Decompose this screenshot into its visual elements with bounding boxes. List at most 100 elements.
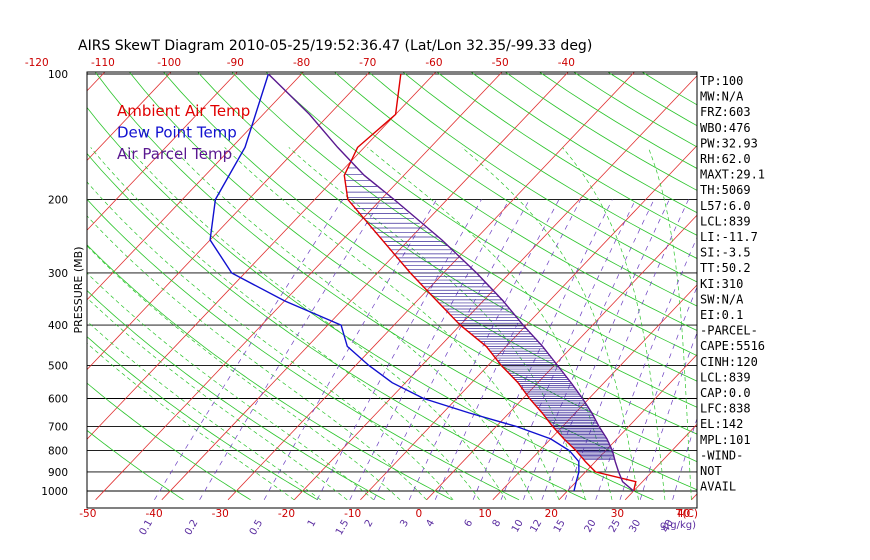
stat-item: TT:50.2 (700, 261, 751, 275)
moist-adiabat-line (562, 147, 666, 500)
stat-item: LFC:838 (700, 402, 751, 416)
isotherm-line (87, 72, 371, 371)
stat-item: NOT (700, 464, 722, 478)
mixing-ratio-tick-label: 4 (424, 518, 437, 529)
isotherm-line (293, 75, 697, 501)
mixing-ratio-line (408, 199, 560, 500)
plot-frame (86, 71, 698, 509)
stat-item: LI:-11.7 (700, 230, 758, 244)
stat-item: CINH:120 (700, 355, 758, 369)
bottom-temp-tick-label: 30 (611, 508, 624, 520)
isotherm-line (87, 72, 238, 231)
top-temp-tick-label: -60 (425, 57, 442, 69)
profiles (209, 73, 637, 492)
stat-item: EI:0.1 (700, 308, 743, 322)
moist-adiabat-line (224, 147, 560, 500)
mixing-ratio-line (263, 199, 437, 500)
mixing-ratio-line (472, 199, 613, 500)
bottom-temp-tick-label: 10 (478, 508, 491, 520)
isotherm-line (161, 72, 569, 501)
legend-entry: Air Parcel Temp (117, 145, 232, 163)
mixing-ratio-tick-label: 8 (491, 518, 504, 529)
moist-adiabat-line (87, 181, 454, 501)
stat-item: SW:N/A (700, 292, 744, 306)
top-temp-tick-label: -100 (157, 57, 181, 69)
moist-adiabat-line (87, 245, 401, 501)
top-temp-tick-label: -110 (91, 57, 115, 69)
isotherm-line (360, 144, 697, 501)
stat-item: TP:100 (700, 74, 743, 88)
pressure-tick-label: 500 (48, 360, 68, 372)
mixing-ratio-tick-label: 6 (463, 518, 476, 529)
moist-adiabat-line (90, 147, 480, 501)
stat-item: CAPE:5516 (700, 339, 765, 353)
dry-adiabat-line (265, 72, 697, 357)
bottom-temp-tick-label: 20 (545, 508, 558, 520)
top-temp-tick-label: -120 (25, 57, 49, 69)
ambient-temp-line (343, 73, 637, 492)
pressure-tick-label: 300 (48, 268, 68, 280)
dry-adiabat-line (402, 72, 697, 259)
pressure-tick-label: 800 (48, 446, 68, 458)
mixing-ratio-line (316, 199, 482, 500)
moist-adiabat-line (647, 147, 692, 500)
bottom-temp-tick-label: 40 (677, 508, 690, 520)
dry-adiabat-line (87, 152, 587, 501)
stat-item: SI:-3.5 (700, 246, 751, 260)
legend-entry: Ambient Air Temp (117, 102, 250, 120)
moist-adiabat-line (87, 297, 348, 501)
mixing-ratio-line (373, 199, 530, 500)
stat-item: -WIND- (700, 448, 743, 462)
top-temp-tick-label: -40 (558, 57, 575, 69)
isotherm-line (426, 214, 697, 501)
y-axis-label: PRESSURE (MB) (72, 247, 85, 334)
dry-adiabat-line (87, 336, 318, 501)
stat-item: WBO:476 (700, 121, 751, 135)
bottom-temp-tick-label: -30 (212, 508, 229, 520)
stat-item: LCL:839 (700, 214, 751, 228)
pressure-tick-label: 100 (48, 69, 68, 81)
stat-item: PW:32.93 (700, 136, 758, 150)
stat-item: CAP:0.0 (700, 386, 751, 400)
moist-adiabat-line (171, 147, 533, 500)
dry-adiabat-line (231, 72, 697, 382)
stat-item: KI:310 (700, 277, 743, 291)
stat-item: EL:142 (700, 417, 743, 431)
mixing-ratio-tick-label: 2 (363, 518, 376, 529)
moist-adiabat-line (87, 272, 374, 501)
pressure-tick-label: 600 (48, 393, 68, 405)
isotherm-line (87, 72, 172, 162)
legend: Ambient Air Temp Dew Point Temp Air Parcel… (117, 102, 250, 163)
mixing-ratio-tick-label: 3 (398, 518, 411, 529)
dry-adiabat-line (94, 72, 697, 491)
stat-item: MPL:101 (700, 433, 751, 447)
top-temp-tick-label: -70 (359, 57, 376, 69)
stat-item: LCL:839 (700, 370, 751, 384)
legend-entry: Dew Point Temp (117, 124, 237, 142)
top-temp-tick-label: -50 (492, 57, 509, 69)
mixing-ratio-unit-label: g(g/kg) (660, 520, 696, 531)
dry-adiabat-line (87, 382, 251, 501)
mixing-ratio-line (199, 199, 382, 500)
stat-item: AVAIL (700, 480, 736, 494)
dry-adiabat-line (333, 72, 697, 307)
stat-item: L57:6.0 (700, 199, 751, 213)
bottom-temp-tick-label: -40 (145, 508, 162, 520)
dry-adiabat-line (87, 106, 654, 501)
pressure-tick-label: 200 (48, 195, 68, 207)
stat-item: MAXT:29.1 (700, 168, 765, 182)
stat-item: FRZ:603 (700, 105, 751, 119)
stat-item: RH:62.0 (700, 152, 751, 166)
parcel-temp-line (267, 73, 635, 492)
dry-adiabat-line (163, 72, 697, 435)
stat-item: MW:N/A (700, 90, 744, 104)
top-temp-tick-label: -90 (227, 57, 244, 69)
pressure-tick-label: 900 (48, 467, 68, 479)
isotherm-line (558, 353, 697, 501)
moist-adiabat-line (461, 147, 639, 500)
dry-adiabat-line (87, 198, 520, 501)
pressure-tick-label: 700 (48, 421, 68, 433)
dry-adiabat-line (87, 290, 386, 501)
mixing-ratio-line (434, 199, 582, 500)
